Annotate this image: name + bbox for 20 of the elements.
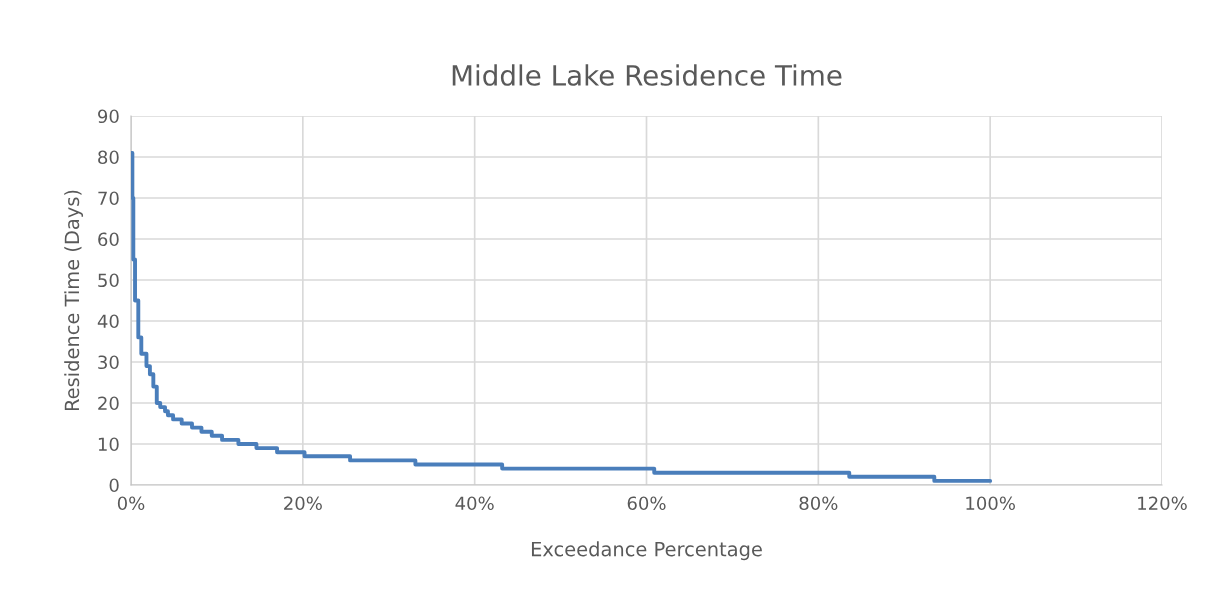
y-tick-label: 20 <box>98 396 119 411</box>
x-tick-label: 100% <box>966 496 1015 511</box>
x-tick-label: 120% <box>1138 496 1187 511</box>
x-tick-label: 20% <box>284 496 322 511</box>
y-tick-label: 40 <box>97 314 119 329</box>
x-tick-label: 40% <box>455 496 494 511</box>
y-axis-title: Residence Time (Days) <box>64 190 84 411</box>
y-tick-label: 60 <box>98 232 119 247</box>
y-tick-label: 10 <box>98 437 119 452</box>
x-tick-label: 0% <box>117 496 145 511</box>
chart-title: Middle Lake Residence Time <box>452 64 842 86</box>
y-tick-label: 80 <box>98 150 119 165</box>
y-tick-label: 70 <box>98 191 119 206</box>
y-tick-label: 0 <box>109 478 119 493</box>
y-tick-label: 30 <box>98 355 119 370</box>
x-axis-title: Exceedance Percentage <box>531 541 762 561</box>
y-tick-label: 50 <box>98 273 119 288</box>
y-tick-label: 90 <box>98 109 119 124</box>
x-tick-label: 60% <box>627 496 666 511</box>
x-tick-label: 80% <box>799 496 838 511</box>
